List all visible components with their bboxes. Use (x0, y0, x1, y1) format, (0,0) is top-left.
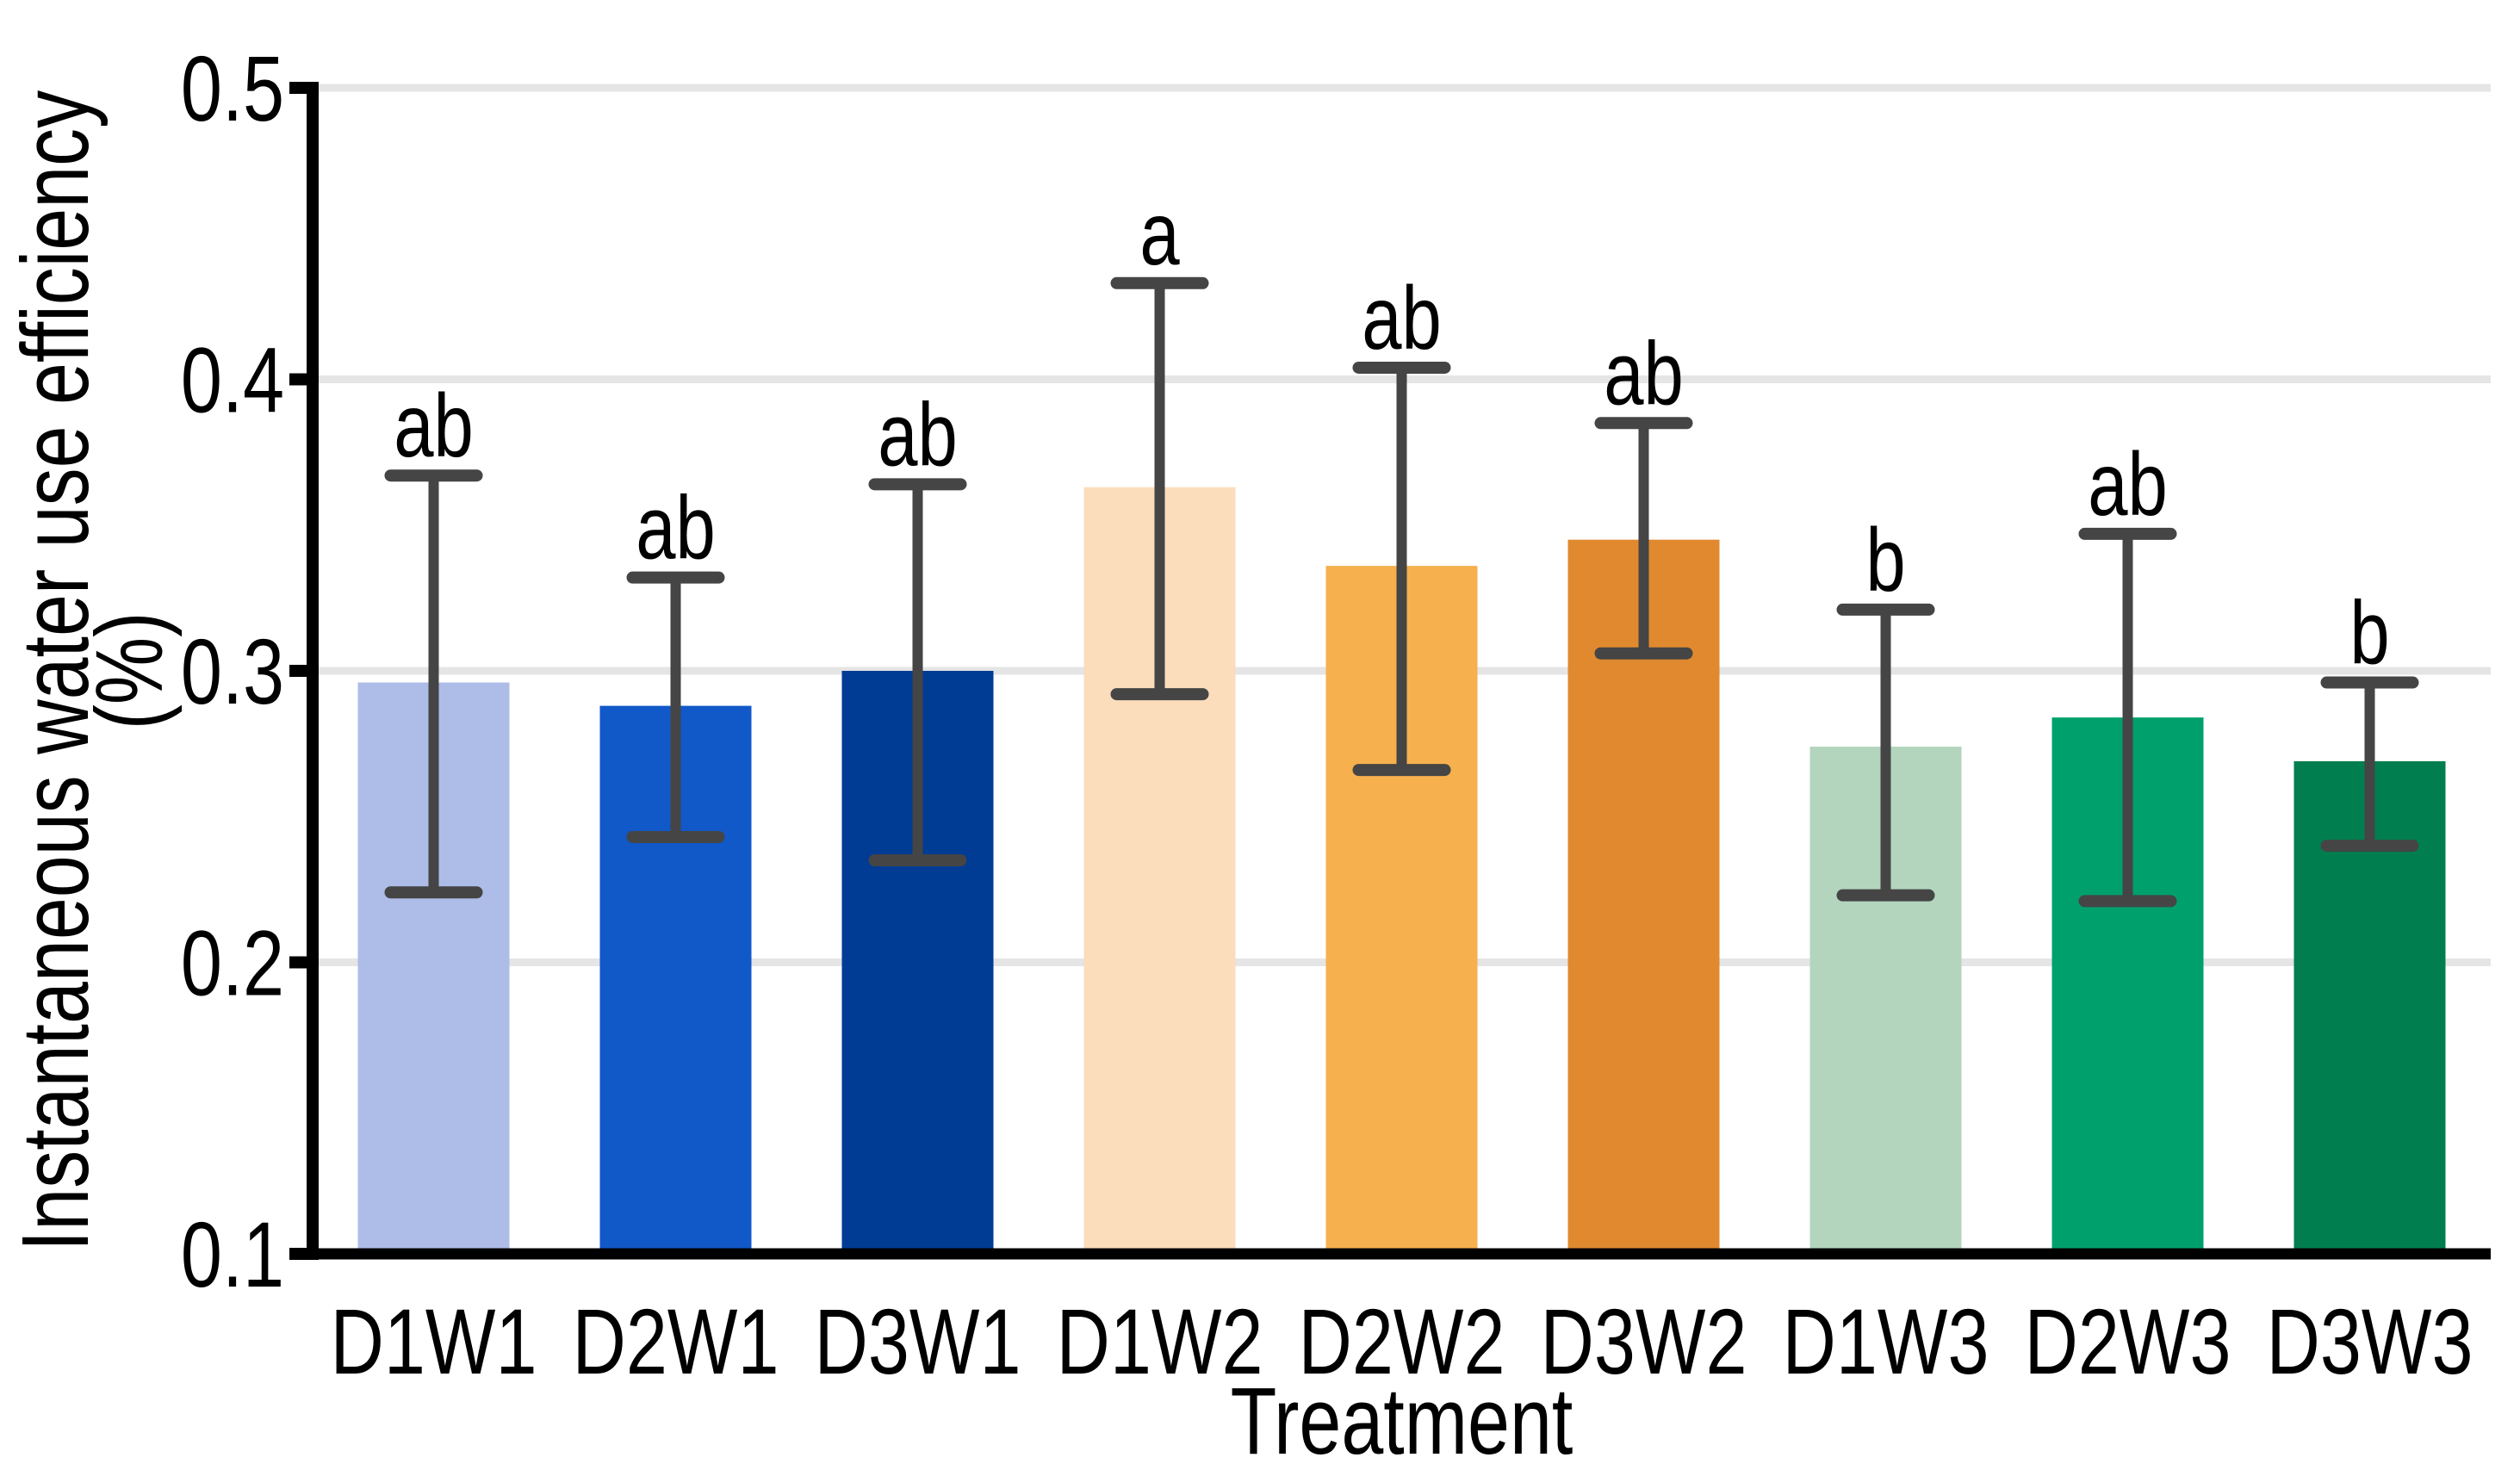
y-tick-label-0.4: 0.4 (181, 327, 284, 431)
sig-letter-D3W3-text: b (2349, 583, 2389, 683)
x-tick-label-D2W3: D2W3 (2024, 1289, 2231, 1393)
x-tick-label-D1W3-text: D1W3 (1782, 1289, 1989, 1393)
x-axis-title: Treatment (1231, 1369, 1573, 1470)
sig-letter-D2W2-text: ab (1362, 268, 1442, 368)
y-tick-label-0.1-text: 0.1 (181, 1202, 284, 1306)
y-tick-label-0.2-text: 0.2 (181, 910, 284, 1014)
y-tick-label-0.5-text: 0.5 (181, 36, 284, 140)
y-tick-label-0.2: 0.2 (181, 910, 284, 1014)
y-tick-label-0.4-text: 0.4 (181, 327, 284, 431)
sig-letter-D1W2: a (1139, 183, 1180, 283)
x-tick-label-D2W3-text: D2W3 (2024, 1289, 2231, 1393)
x-tick-label-D3W3: D3W3 (2266, 1289, 2473, 1393)
sig-letter-D1W3-text: b (1865, 510, 1905, 610)
y-tick-label-0.5: 0.5 (181, 36, 284, 140)
x-tick-label-D3W1-text: D3W1 (814, 1289, 1021, 1393)
x-axis-title-text: Treatment (1231, 1369, 1573, 1470)
x-tick-label-D1W3: D1W3 (1782, 1289, 1989, 1393)
y-axis-title-line2-text: (%) (78, 612, 183, 730)
y-tick-label-0.1: 0.1 (181, 1202, 284, 1306)
x-tick-label-D2W2: D2W2 (1298, 1289, 1505, 1393)
sig-letter-D3W3: b (2349, 583, 2389, 683)
sig-letter-D3W1: ab (878, 384, 958, 484)
x-tick-label-D2W2-text: D2W2 (1298, 1289, 1505, 1393)
sig-letter-D2W1-text: ab (636, 478, 716, 578)
sig-letter-D2W3-text: ab (2088, 434, 2168, 534)
sig-letter-D1W1: ab (394, 375, 474, 475)
x-tick-label-D3W2: D3W2 (1540, 1289, 1747, 1393)
y-tick-label-0.3: 0.3 (181, 619, 284, 723)
y-axis-title-line1: Instantaneous water use efficiency (3, 90, 109, 1252)
sig-letter-D3W2-text: ab (1604, 323, 1684, 423)
x-tick-label-D1W2: D1W2 (1056, 1289, 1263, 1393)
x-tick-label-D1W1: D1W1 (330, 1289, 537, 1393)
x-tick-label-D3W1: D3W1 (814, 1289, 1021, 1393)
sig-letter-D2W2: ab (1362, 268, 1442, 368)
x-tick-label-D2W1: D2W1 (572, 1289, 779, 1393)
sig-letter-D3W2: ab (1604, 323, 1684, 423)
y-tick-label-0.3-text: 0.3 (181, 619, 284, 723)
x-tick-label-D3W2-text: D3W2 (1540, 1289, 1747, 1393)
sig-letter-D1W2-text: a (1139, 183, 1180, 283)
y-axis-title-line1-text: Instantaneous water use efficiency (3, 90, 109, 1252)
sig-letter-D2W1: ab (636, 478, 716, 578)
x-tick-label-D2W1-text: D2W1 (572, 1289, 779, 1393)
x-tick-label-D1W2-text: D1W2 (1056, 1289, 1263, 1393)
x-tick-label-D3W3-text: D3W3 (2266, 1289, 2473, 1393)
sig-letter-D2W3: ab (2088, 434, 2168, 534)
sig-letter-D3W1-text: ab (878, 384, 958, 484)
x-tick-label-D1W1-text: D1W1 (330, 1289, 537, 1393)
y-axis-title-line2: (%) (78, 612, 183, 730)
sig-letter-D1W3: b (1865, 510, 1905, 610)
sig-letter-D1W1-text: ab (394, 375, 474, 475)
